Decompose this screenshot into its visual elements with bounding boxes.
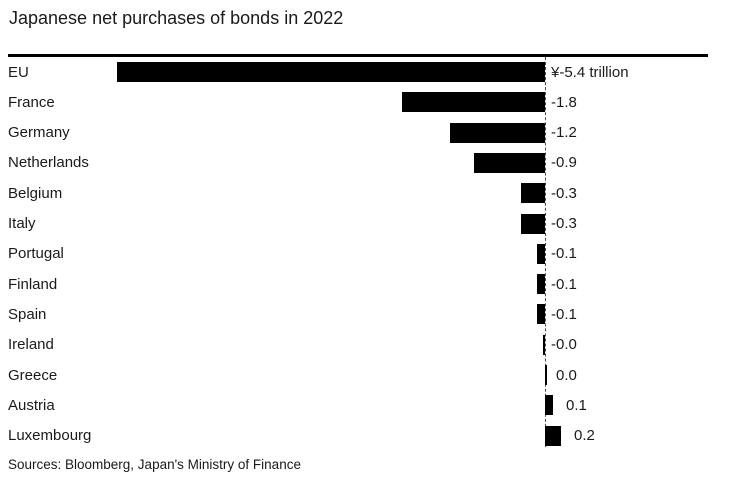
category-label: Finland [8,275,58,293]
value-label: -0.1 [551,275,577,293]
value-label: -0.1 [551,305,577,323]
category-label: Italy [8,215,36,232]
value-label: -0.9 [551,154,577,172]
value-label: -1.2 [551,124,577,142]
bar [450,122,545,143]
bar [545,395,553,416]
value-label: 0.1 [566,396,587,414]
value-label: -0.0 [551,336,577,354]
category-label: Luxembourg [8,427,92,445]
bar [545,365,547,385]
value-label: ¥-5.4 trillion [551,63,629,81]
bar [543,334,545,355]
value-label: -0.1 [551,245,577,263]
category-label: Portugal [8,245,64,263]
category-label: Belgium [8,184,63,202]
value-label: 0.0 [556,366,577,384]
category-label: EU [8,63,29,81]
category-label: France [8,93,55,111]
bar [545,425,561,446]
value-label: -1.8 [551,93,577,111]
category-label: Ireland [8,336,54,354]
bar [521,213,545,234]
value-label: -0.3 [551,215,577,232]
top-rule [8,54,708,57]
source-note: Sources: Bloomberg, Japan's Ministry of … [8,457,301,472]
category-label: Spain [8,305,47,323]
category-label: Netherlands [8,154,89,172]
bar [537,304,545,325]
category-label: Germany [8,124,70,142]
category-label: Austria [8,396,55,414]
bar [474,152,545,173]
bar [117,62,545,82]
category-label: Greece [8,366,58,384]
chart-title: Japanese net purchases of bonds in 2022 [9,8,344,28]
value-label: -0.3 [551,184,577,202]
bar [537,243,545,264]
zero-baseline [545,57,546,447]
bar [521,183,545,204]
value-label: 0.2 [574,427,595,445]
bar [402,92,545,113]
bar [537,274,545,295]
